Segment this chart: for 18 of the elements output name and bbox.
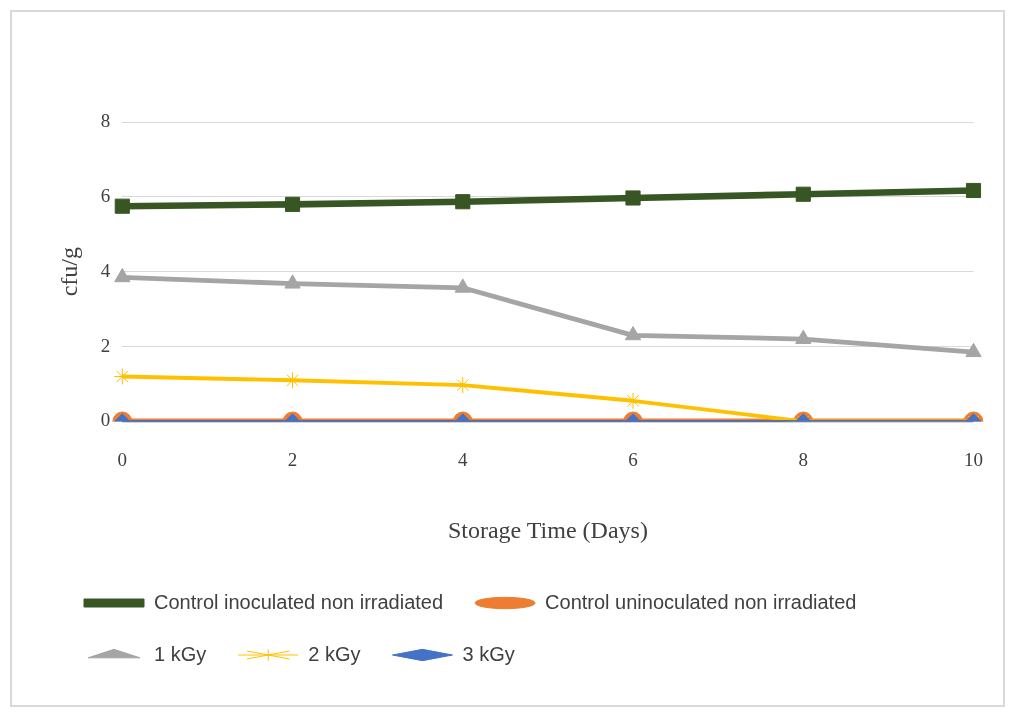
legend-label: 1 kGy <box>154 642 207 665</box>
x-tick-label: 10 <box>964 448 983 470</box>
y-tick-label: 6 <box>100 184 111 206</box>
y-tick-label: 0 <box>100 409 111 431</box>
y-tick-label: 4 <box>100 259 111 281</box>
y-axis-title: cfu/g <box>55 247 82 297</box>
legend-label: Control uninoculated non irradiated <box>545 590 857 613</box>
legend-label: Control inoculated non irradiated <box>154 590 444 613</box>
x-tick-label: 6 <box>628 448 638 470</box>
y-tick-label: 2 <box>100 334 111 356</box>
x-tick-label: 4 <box>458 448 469 470</box>
x-axis-title: Storage Time (Days) <box>447 516 648 543</box>
x-tick-label: 8 <box>798 448 809 470</box>
x-tick-label: 2 <box>287 448 298 470</box>
y-tick-label: 8 <box>100 109 111 131</box>
x-tick-label: 0 <box>117 448 128 470</box>
legend-label: 2 kGy <box>308 642 361 665</box>
legend-label: 3 kGy <box>462 642 515 665</box>
